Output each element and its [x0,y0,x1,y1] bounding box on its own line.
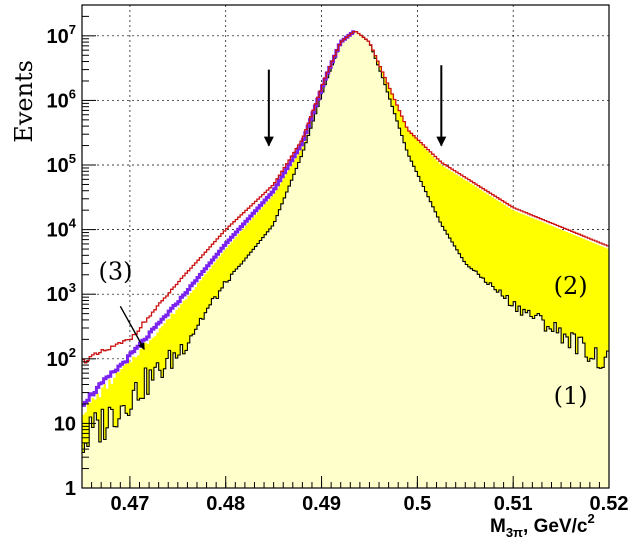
y-tick-base: 10 [47,155,69,177]
x-axis-label-sup: 2 [587,511,594,526]
y-tick-exponent: 6 [69,86,76,101]
y-tick-exponent: 4 [69,216,77,231]
y-tick-exponent: 2 [69,345,76,360]
y-tick-exponent: 5 [69,151,76,166]
x-axis-label-m: M [490,516,506,537]
x-axis-label-unit: , GeV/c [523,516,588,537]
y-tick-label: 105 [47,151,76,177]
x-tick-label: 0.5 [403,493,431,515]
region-label-2: (2) [554,272,588,300]
x-tick-label: 0.49 [302,493,341,515]
x-axis-label-sub: 3π [506,525,523,540]
tick-labels: 0.47 0.48 0.49 0.5 0.51 0.5211010210310410510… [47,22,629,515]
plot-frame [81,4,610,489]
y-tick-base: 10 [47,349,69,371]
x-axis-label: M3π, GeV/c2 [490,511,595,540]
y-tick-base: 10 [47,220,69,242]
y-tick-label: 1 [65,478,76,500]
annotations: (1) (2) (3) [99,65,588,410]
series-line-total [82,31,609,364]
series-line-blue [82,30,356,407]
y-axis-label: Events [10,60,38,143]
y-tick-label: 104 [47,216,77,242]
region-label-1: (1) [554,382,588,410]
y-tick-base: 10 [47,26,69,48]
y-tick-label: 107 [47,22,76,48]
x-tick-label: 0.52 [590,493,629,515]
y-tick-exponent: 3 [69,280,76,295]
region-label-3: (3) [99,257,133,285]
x-tick-label: 0.51 [494,493,533,515]
y-tick-exponent: 7 [69,22,76,37]
y-tick-label: 103 [47,280,76,306]
y-tick-label: 106 [47,86,76,112]
y-tick-base: 10 [47,90,69,112]
y-tick-label: 10 [54,413,76,435]
axis-ticks [81,4,610,489]
x-tick-label: 0.47 [110,493,149,515]
label-3-pointer [119,305,145,350]
y-tick-label: 102 [47,345,76,371]
signal-fill-area [82,31,609,488]
histogram-fills [82,31,609,488]
y-tick-base: 10 [47,284,69,306]
x-tick-label: 0.48 [206,493,245,515]
histogram-lines [82,30,609,453]
